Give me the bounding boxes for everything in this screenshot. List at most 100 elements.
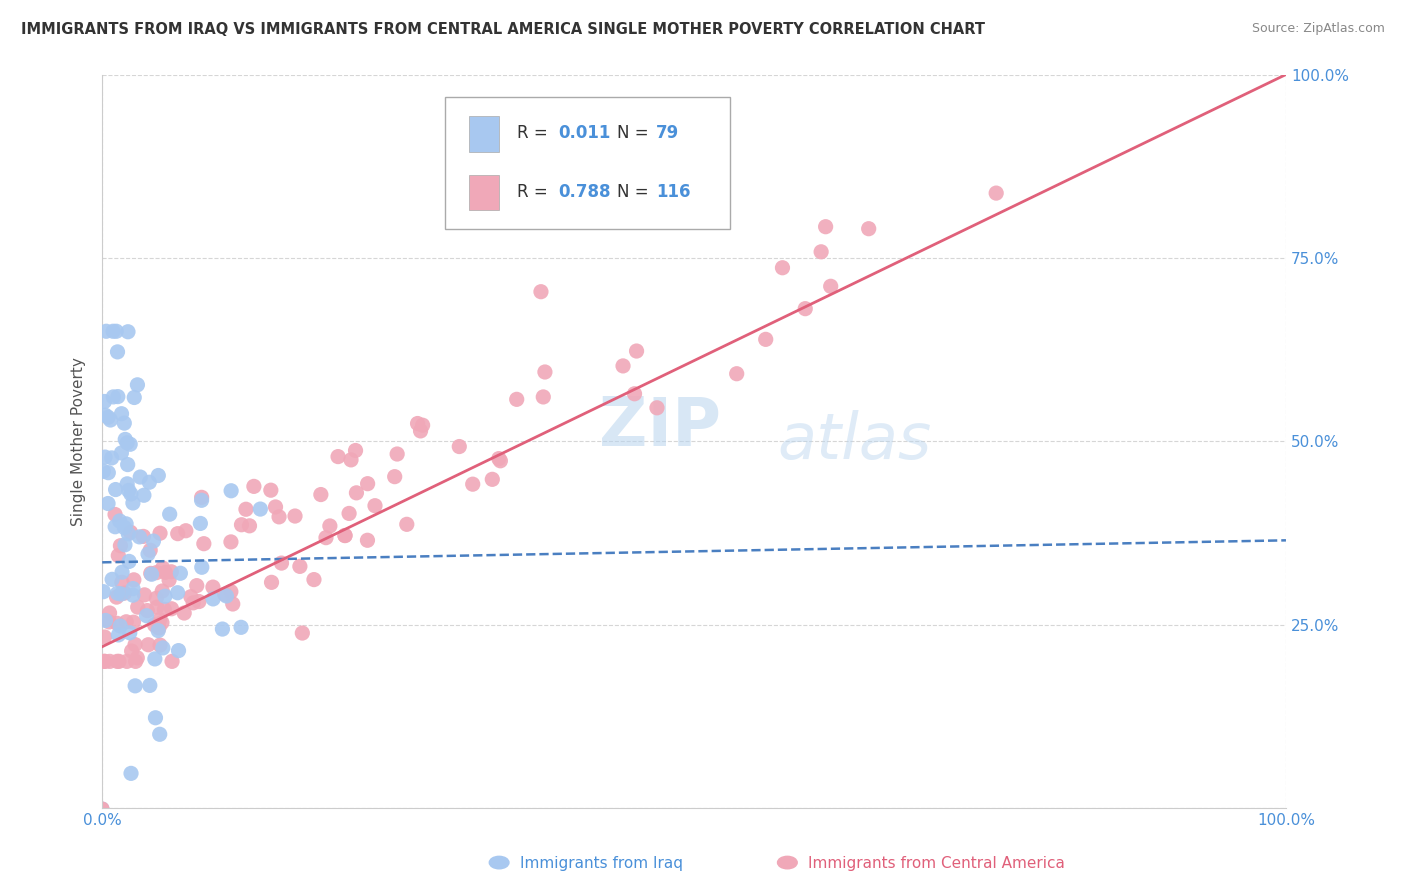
Point	[122, 582, 145, 596]
Point	[100, 413, 122, 427]
Text: 79: 79	[657, 124, 679, 142]
Point	[118, 625, 141, 640]
Point	[309, 487, 332, 501]
Point	[118, 483, 141, 498]
Point	[149, 526, 172, 541]
FancyBboxPatch shape	[470, 116, 499, 152]
Point	[340, 453, 363, 467]
Point	[215, 589, 238, 603]
Point	[110, 446, 132, 460]
Point	[623, 386, 645, 401]
Point	[148, 624, 170, 638]
Point	[153, 602, 176, 616]
Point	[121, 644, 143, 658]
Point	[626, 344, 648, 359]
Point	[112, 416, 135, 430]
Point	[461, 477, 484, 491]
Point	[270, 556, 292, 570]
Point	[112, 586, 135, 600]
Point	[344, 443, 367, 458]
Point	[385, 447, 408, 461]
Text: 0.011: 0.011	[558, 124, 610, 142]
Point	[794, 301, 817, 316]
Point	[114, 433, 136, 447]
Point	[190, 516, 212, 531]
Point	[193, 537, 215, 551]
Point	[150, 615, 173, 630]
Point	[115, 476, 138, 491]
Point	[118, 554, 141, 568]
Text: Source: ZipAtlas.com: Source: ZipAtlas.com	[1251, 22, 1385, 36]
Point	[94, 614, 117, 628]
Point	[107, 344, 129, 359]
Text: 116: 116	[657, 183, 690, 201]
Point	[100, 450, 122, 465]
Point	[364, 499, 387, 513]
Text: Immigrants from Iraq: Immigrants from Iraq	[520, 856, 683, 871]
Point	[93, 654, 115, 668]
Point	[96, 324, 118, 338]
Point	[127, 600, 149, 615]
Point	[149, 727, 172, 741]
Point	[174, 524, 197, 538]
Point	[127, 377, 149, 392]
Point	[124, 679, 146, 693]
Text: atlas: atlas	[778, 410, 931, 472]
Point	[145, 711, 167, 725]
Point	[302, 573, 325, 587]
Point	[159, 507, 181, 521]
Point	[449, 440, 471, 454]
Point	[122, 391, 145, 405]
Point	[117, 458, 139, 472]
Point	[93, 394, 115, 409]
Point	[986, 186, 1008, 200]
Point	[148, 621, 170, 635]
Point	[132, 488, 155, 502]
Point	[219, 535, 242, 549]
Point	[108, 654, 131, 668]
Point	[143, 652, 166, 666]
Point	[201, 580, 224, 594]
Point	[409, 424, 432, 438]
Point	[166, 526, 188, 541]
Text: IMMIGRANTS FROM IRAQ VS IMMIGRANTS FROM CENTRAL AMERICA SINGLE MOTHER POVERTY CO: IMMIGRANTS FROM IRAQ VS IMMIGRANTS FROM …	[21, 22, 986, 37]
Point	[489, 454, 512, 468]
Point	[138, 475, 160, 490]
Point	[337, 507, 360, 521]
Point	[111, 575, 134, 590]
Point	[108, 514, 131, 528]
Text: 0.788: 0.788	[558, 183, 610, 201]
Point	[94, 450, 117, 464]
Point	[115, 654, 138, 668]
Point	[190, 493, 212, 508]
Point	[333, 528, 356, 542]
Point	[120, 766, 142, 780]
Point	[214, 587, 236, 601]
Point	[111, 565, 134, 579]
Point	[122, 573, 145, 587]
Point	[97, 496, 120, 510]
Point	[229, 620, 252, 634]
Point	[820, 279, 842, 293]
Point	[107, 549, 129, 563]
Point	[136, 638, 159, 652]
Point	[136, 604, 159, 618]
Point	[145, 566, 167, 580]
Point	[135, 608, 157, 623]
FancyBboxPatch shape	[470, 175, 499, 211]
Point	[120, 487, 142, 501]
Point	[534, 365, 557, 379]
Point	[219, 584, 242, 599]
Point	[93, 584, 115, 599]
Point	[127, 651, 149, 665]
Point	[858, 221, 880, 235]
Point	[530, 285, 553, 299]
Point	[506, 392, 529, 407]
Point	[129, 470, 152, 484]
Point	[288, 559, 311, 574]
Point	[202, 591, 225, 606]
Point	[101, 324, 124, 338]
Point	[142, 534, 165, 549]
Point	[356, 476, 378, 491]
Point	[97, 466, 120, 480]
